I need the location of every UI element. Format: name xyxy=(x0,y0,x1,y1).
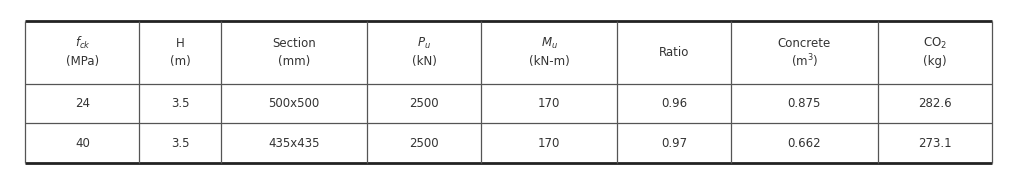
Text: 500x500: 500x500 xyxy=(268,97,319,110)
Text: $f_{ck}$: $f_{ck}$ xyxy=(74,35,91,51)
Text: 435x435: 435x435 xyxy=(268,136,320,150)
Text: $P_u$: $P_u$ xyxy=(417,36,431,51)
Text: 0.97: 0.97 xyxy=(661,136,687,150)
Text: 2500: 2500 xyxy=(410,97,439,110)
Text: (MPa): (MPa) xyxy=(66,55,99,68)
Text: 0.96: 0.96 xyxy=(661,97,687,110)
Text: 40: 40 xyxy=(75,136,89,150)
Text: H: H xyxy=(176,37,184,50)
Text: 170: 170 xyxy=(538,97,560,110)
Text: Concrete: Concrete xyxy=(778,37,831,50)
Text: 170: 170 xyxy=(538,136,560,150)
Text: 3.5: 3.5 xyxy=(171,97,189,110)
Text: 0.662: 0.662 xyxy=(787,136,821,150)
Text: (kN): (kN) xyxy=(412,55,437,68)
Text: (m): (m) xyxy=(170,55,190,68)
Text: 3.5: 3.5 xyxy=(171,136,189,150)
Text: (kg): (kg) xyxy=(922,55,947,68)
Text: $M_u$: $M_u$ xyxy=(541,36,557,51)
Text: CO$_2$: CO$_2$ xyxy=(922,36,947,51)
Text: 2500: 2500 xyxy=(410,136,439,150)
Text: 273.1: 273.1 xyxy=(917,136,951,150)
Text: (mm): (mm) xyxy=(278,55,310,68)
Text: 0.875: 0.875 xyxy=(787,97,821,110)
Text: 24: 24 xyxy=(75,97,89,110)
Text: Ratio: Ratio xyxy=(659,46,690,59)
Text: (m$^3$): (m$^3$) xyxy=(790,53,818,70)
Text: 282.6: 282.6 xyxy=(917,97,951,110)
Text: Section: Section xyxy=(273,37,316,50)
Text: (kN-m): (kN-m) xyxy=(529,55,570,68)
